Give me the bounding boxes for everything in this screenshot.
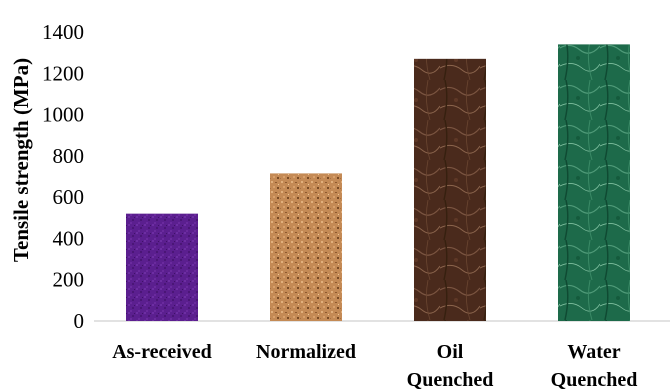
x-category-label: As-received	[112, 341, 212, 363]
x-category-label-line: Quenched	[407, 369, 494, 391]
y-tick-label: 1200	[42, 61, 84, 85]
x-category-label: Water Quenched	[551, 341, 638, 391]
x-axis-labels: As-received Normalized Oil Quenched Water Que…	[112, 341, 637, 391]
y-tick-label: 200	[53, 268, 85, 292]
bar	[270, 173, 342, 321]
y-tick-label: 600	[53, 185, 85, 209]
y-tick-label: 400	[53, 226, 85, 250]
bars-group	[126, 44, 630, 322]
y-axis-title: Tensile strength (MPa)	[9, 58, 33, 262]
bar	[558, 44, 630, 322]
x-category-label: Normalized	[256, 341, 356, 363]
bar	[414, 58, 486, 321]
bar	[126, 213, 198, 321]
x-category-label-line: Normalized	[256, 341, 356, 363]
y-tick-label: 1400	[42, 20, 84, 44]
x-category-label-line: Oil	[437, 341, 464, 363]
x-category-label-line: Water	[567, 341, 620, 363]
x-category-label-line: Quenched	[551, 369, 638, 391]
y-axis-ticks: 0 200 400 600 800 1000 1200 1400	[42, 20, 84, 333]
x-category-label-line: As-received	[112, 341, 212, 363]
y-tick-label: 0	[74, 309, 85, 333]
y-tick-label: 800	[53, 144, 85, 168]
x-category-label: Oil Quenched	[407, 341, 494, 391]
y-tick-label: 1000	[42, 103, 84, 127]
